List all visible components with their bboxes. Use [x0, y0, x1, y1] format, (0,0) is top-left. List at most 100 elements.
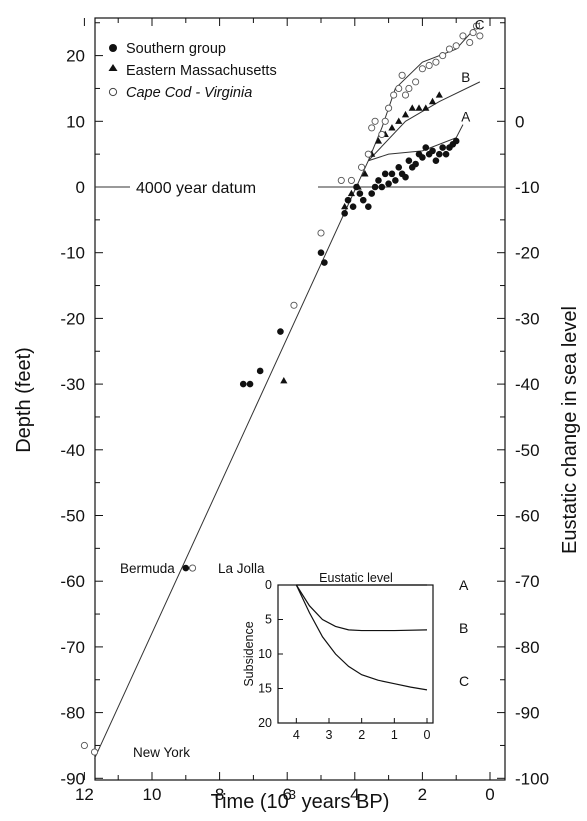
point-eastern-mass	[401, 110, 410, 118]
point-cape-cod	[80, 741, 88, 750]
point-eastern-mass	[415, 104, 423, 111]
curve-a-label: A	[461, 109, 470, 124]
inset-y-tick-label: 20	[258, 716, 272, 730]
x-tick-label: 6	[282, 785, 291, 804]
point-eastern-mass	[361, 170, 369, 177]
point-eastern-mass	[341, 202, 349, 210]
inset-x-tick-label: 4	[293, 728, 300, 742]
point-cape-cod	[439, 52, 447, 60]
datum-line-group: 4000 year datum	[95, 180, 505, 197]
legend-label-cape-cod: Cape Cod - Virginia	[126, 85, 252, 101]
point-eastern-mass	[395, 117, 403, 124]
point-cape-cod	[368, 124, 376, 132]
y-tick-label: 20	[66, 47, 85, 66]
new-york-label: New York	[133, 745, 190, 760]
point-southern	[344, 196, 352, 204]
point-cape-cod	[371, 117, 379, 125]
point-southern	[371, 183, 379, 191]
inset-label-c: C	[459, 673, 469, 689]
legend-marker-cape-cod	[108, 87, 118, 97]
point-cape-cod	[476, 32, 484, 40]
point-cape-cod	[317, 229, 325, 237]
point-southern	[381, 170, 389, 178]
point-southern	[432, 157, 440, 165]
point-cape-cod	[452, 42, 460, 50]
y-tick-label: -60	[60, 572, 85, 591]
inset-y-tick-label: 15	[258, 682, 272, 696]
point-southern	[375, 177, 382, 184]
y-axis-label: Depth (feet)	[13, 347, 35, 453]
point-southern	[239, 380, 247, 388]
right-y-tick-label: -70	[515, 572, 540, 591]
right-y-tick-label: -10	[515, 178, 540, 197]
right-y-tick-label: -50	[515, 441, 540, 460]
point-southern	[395, 163, 403, 171]
point-southern	[341, 209, 348, 217]
point-southern	[439, 144, 446, 151]
point-southern	[405, 157, 413, 165]
y-tick-label: -90	[60, 769, 85, 788]
point-southern	[378, 183, 386, 191]
point-cape-cod	[469, 29, 477, 37]
legend-label-southern: Southern group	[126, 41, 226, 57]
datum-label: 4000 year datum	[136, 180, 256, 197]
fit-line-a	[368, 124, 464, 162]
inset-x-tick-label: 3	[326, 728, 333, 742]
x-tick-label: 2	[418, 785, 427, 804]
point-southern	[321, 259, 328, 266]
point-eastern-mass	[374, 137, 383, 144]
inset-x-tick-label: 0	[424, 728, 431, 742]
plot-frame	[94, 17, 506, 781]
point-eastern-mass	[354, 183, 362, 190]
point-cape-cod	[385, 104, 393, 112]
point-cape-cod	[405, 84, 413, 92]
point-southern	[388, 170, 396, 178]
point-cape-cod	[347, 176, 355, 184]
point-cape-cod	[337, 176, 345, 184]
fit-line-c	[367, 22, 481, 161]
point-cape-cod	[472, 22, 481, 30]
inset-y-label: Subsidence	[242, 621, 256, 686]
point-southern	[412, 160, 419, 168]
inset-line-b	[295, 584, 428, 632]
point-southern	[429, 147, 436, 155]
inset-chart: Eustatic level Subsidence 4 3 2 1 005101520 …	[242, 571, 492, 754]
point-southern	[385, 180, 392, 188]
data-points	[80, 22, 484, 756]
point-cape-cod	[90, 748, 99, 756]
point-cape-cod	[189, 564, 197, 572]
y-tick-label: -30	[60, 375, 85, 394]
point-cape-cod	[401, 91, 410, 99]
legend-label-eastern-mass: Eastern Massachusetts	[126, 63, 277, 79]
right-y-tick-label: -30	[515, 309, 540, 328]
y-tick-label: -70	[60, 638, 85, 657]
right-y-tick-label: -90	[515, 704, 540, 723]
point-cape-cod	[395, 84, 403, 92]
point-cape-cod	[418, 65, 426, 73]
point-eastern-mass	[422, 104, 430, 111]
legend: Southern group Eastern Massachusetts Cap…	[108, 41, 277, 101]
point-southern	[182, 564, 190, 572]
right-y-tick-label: -40	[515, 375, 540, 394]
inset-y-tick-label: 0	[265, 578, 272, 592]
point-eastern-mass	[280, 377, 288, 384]
point-cape-cod	[412, 78, 420, 86]
point-cape-cod	[466, 38, 474, 47]
bermuda-label: Bermuda	[120, 561, 175, 576]
point-cape-cod	[358, 163, 366, 171]
x-axis-label-pre: Time (10	[211, 791, 289, 813]
right-y-tick-label: -20	[515, 244, 540, 263]
point-southern	[365, 203, 372, 211]
left-y-axis: 20 10 0 -10 -20 -30 -40 -50 -60 -70 -80 -90	[60, 22, 103, 788]
point-cape-cod	[378, 130, 386, 138]
x-axis-label-sup: 3	[289, 787, 296, 802]
x-tick-label: 4	[350, 785, 359, 804]
x-axis-label: Time (103 years BP)	[211, 787, 390, 813]
point-southern	[359, 196, 367, 204]
y-tick-label: -50	[60, 507, 85, 526]
point-eastern-mass	[428, 97, 437, 105]
point-southern	[452, 137, 460, 145]
x-axis: 12 10 8 6 4 2 0	[75, 772, 495, 804]
